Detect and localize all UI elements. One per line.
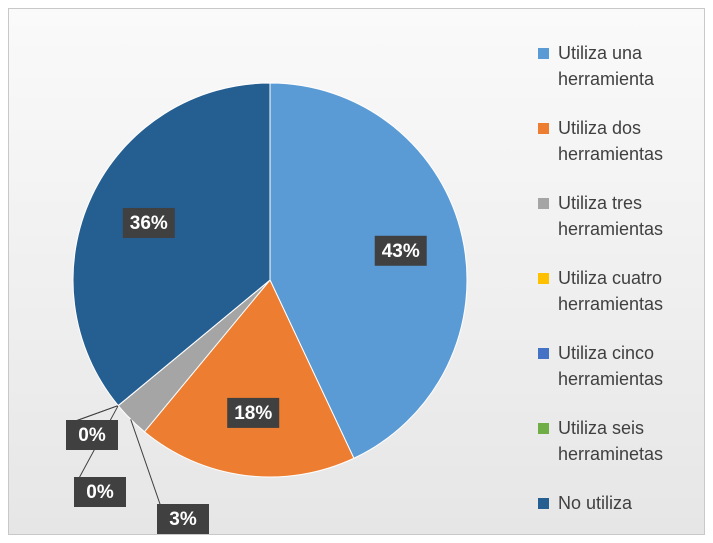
data-label: 18% — [234, 403, 272, 424]
legend-label: Utiliza seis herraminetas — [558, 418, 664, 464]
legend-item: Utiliza una herramienta — [528, 40, 698, 115]
legend-swatch — [538, 348, 549, 359]
legend-item: Utiliza seis herraminetas — [528, 415, 698, 490]
pie-slice — [72, 82, 271, 407]
legend-label: Utiliza cuatro herramientas — [558, 268, 664, 314]
pie-slice — [143, 279, 355, 478]
legend-item: No utiliza — [528, 490, 698, 543]
data-label-box — [157, 504, 209, 534]
legend-label: Utiliza cinco herramientas — [558, 343, 664, 389]
data-label: 3% — [169, 509, 197, 530]
data-label: 0% — [86, 482, 114, 503]
data-label-box — [227, 397, 280, 428]
legend-swatch — [538, 48, 549, 59]
data-label: 0% — [78, 425, 106, 446]
legend-label: No utiliza — [558, 493, 633, 513]
legend-swatch — [538, 498, 549, 509]
legend-item: Utiliza dos herramientas — [528, 115, 698, 190]
legend-swatch — [538, 123, 549, 134]
data-label-box — [74, 477, 126, 507]
data-label: 43% — [382, 241, 420, 262]
legend-item: Utiliza tres herramientas — [528, 190, 698, 265]
legend-swatch — [538, 273, 549, 284]
data-label-box — [66, 420, 118, 450]
legend-item: Utiliza cinco herramientas — [528, 340, 698, 415]
pie-slice — [269, 82, 468, 459]
legend: Utiliza una herramienta Utiliza dos herra… — [528, 40, 698, 543]
data-label: 36% — [130, 213, 168, 234]
legend-swatch — [538, 198, 549, 209]
legend-label: Utiliza tres herramientas — [558, 193, 664, 239]
data-label-box — [374, 235, 427, 266]
legend-swatch — [538, 423, 549, 434]
legend-label: Utiliza una herramienta — [558, 43, 655, 89]
legend-item: Utiliza cuatro herramientas — [528, 265, 698, 340]
data-label-box — [122, 207, 175, 238]
legend-label: Utiliza dos herramientas — [558, 118, 664, 164]
